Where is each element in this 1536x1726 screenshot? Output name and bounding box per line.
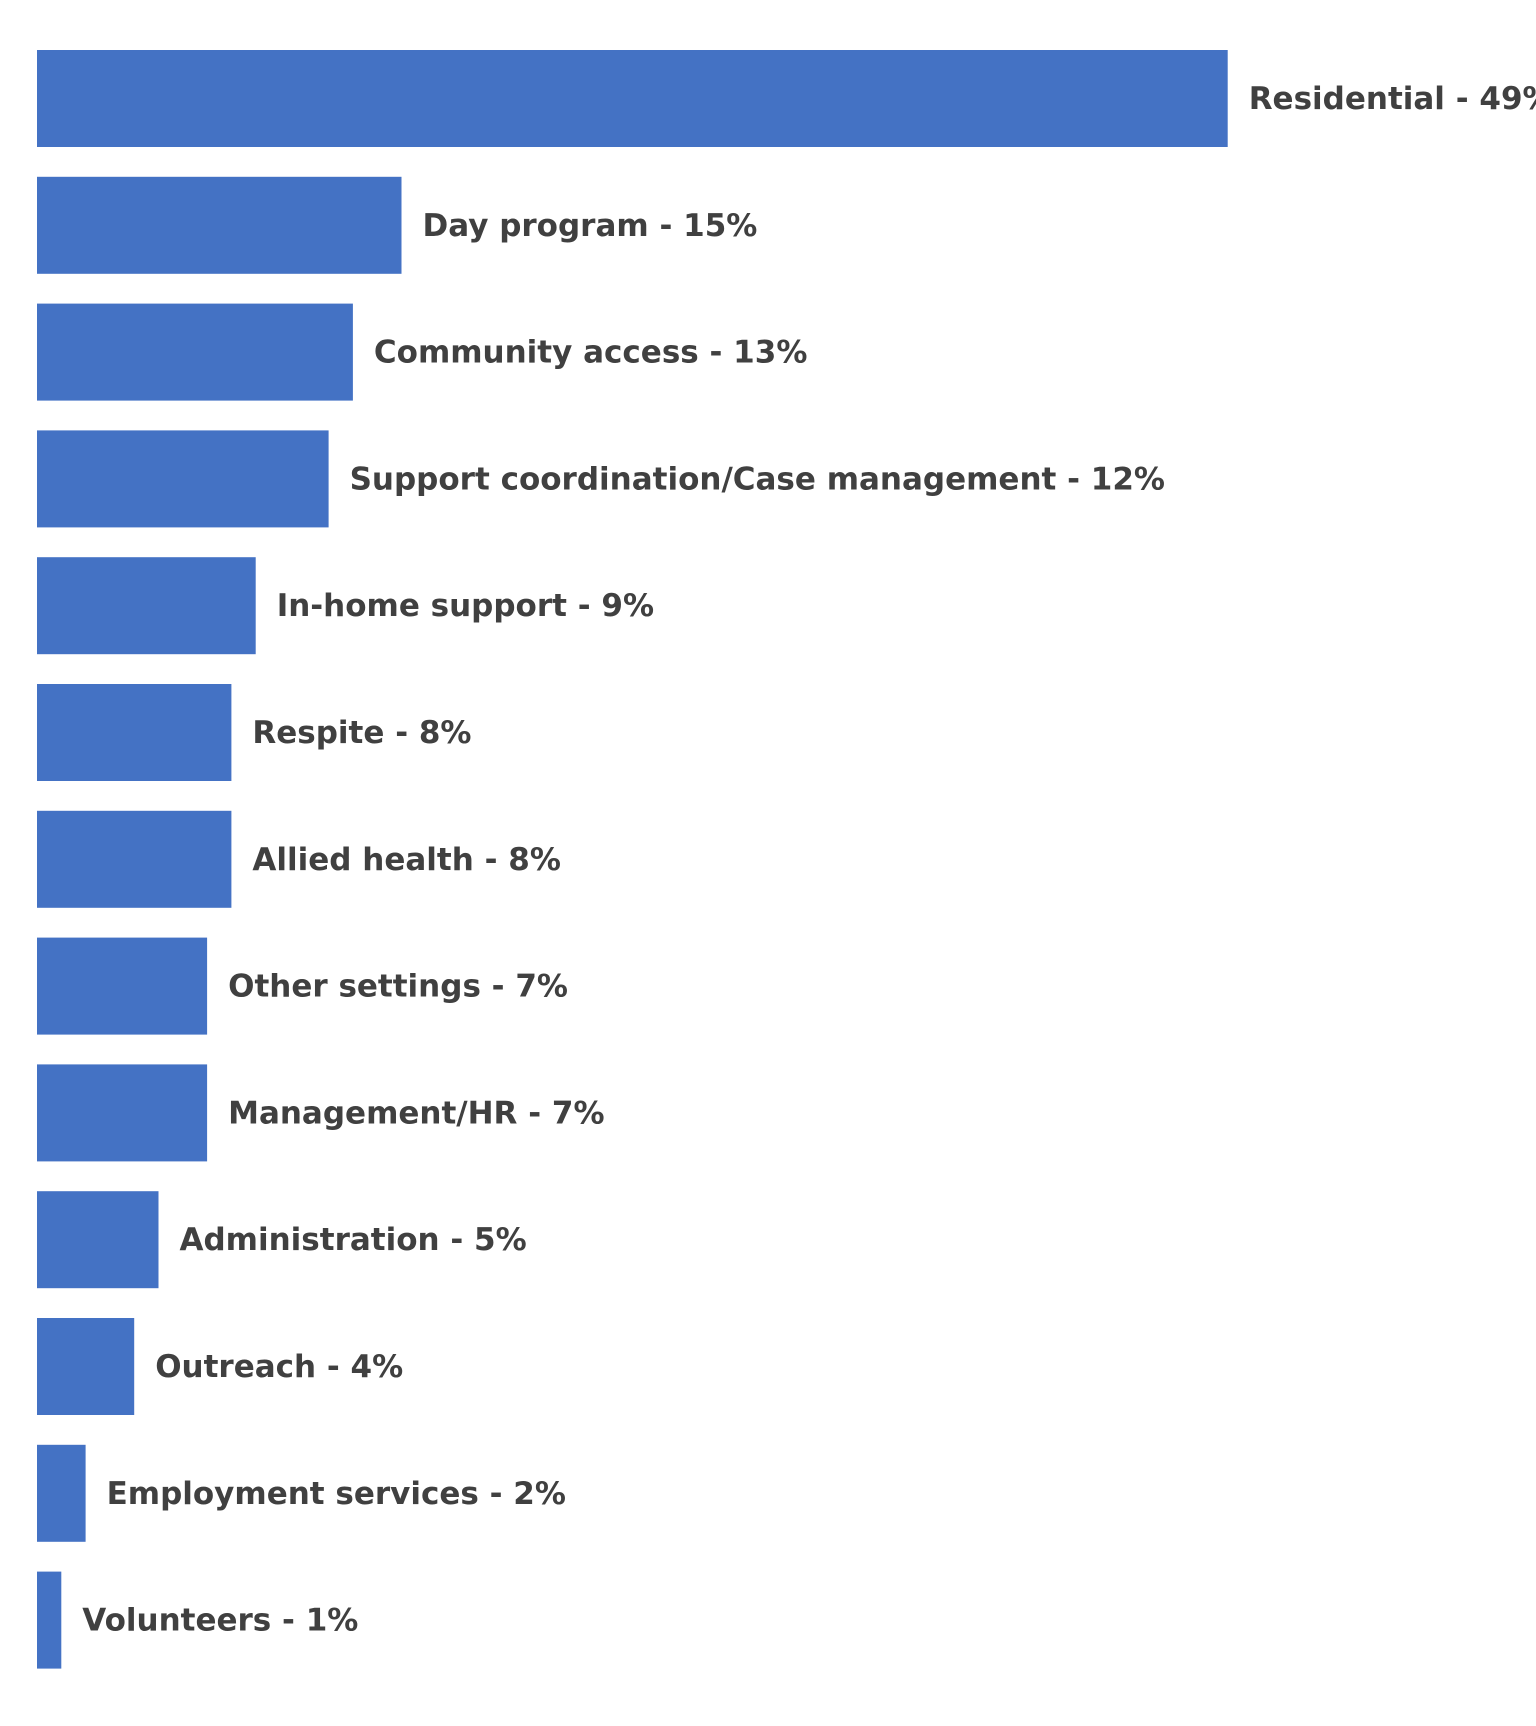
bar bbox=[37, 50, 1228, 147]
bar-label: Allied health - 8% bbox=[252, 842, 561, 878]
bar-label: In-home support - 9% bbox=[277, 588, 654, 624]
bar-label: Support coordination/Case management - 1… bbox=[350, 461, 1165, 497]
bar bbox=[37, 1444, 86, 1542]
bar bbox=[37, 557, 256, 655]
bar-label: Other settings - 7% bbox=[228, 969, 568, 1005]
bar-label: Respite - 8% bbox=[252, 715, 471, 751]
bar bbox=[37, 303, 353, 401]
bar-label: Volunteers - 1% bbox=[82, 1603, 358, 1639]
bar bbox=[37, 1191, 159, 1289]
bar-label: Administration - 5% bbox=[180, 1222, 527, 1258]
bar bbox=[37, 1064, 208, 1162]
bar bbox=[37, 430, 329, 528]
bar bbox=[37, 810, 232, 908]
bar bbox=[37, 937, 208, 1035]
bar bbox=[37, 684, 232, 781]
bar-label: Residential - 49% bbox=[1249, 81, 1536, 117]
bar-label: Management/HR - 7% bbox=[228, 1095, 604, 1131]
bar-label: Day program - 15% bbox=[423, 208, 758, 244]
bar-label: Community access - 13% bbox=[374, 335, 808, 371]
bar bbox=[37, 1318, 135, 1415]
bar-label: Employment services - 2% bbox=[107, 1476, 566, 1512]
bar-label: Outreach - 4% bbox=[155, 1349, 403, 1385]
bar bbox=[37, 1571, 62, 1669]
bar bbox=[37, 176, 402, 274]
